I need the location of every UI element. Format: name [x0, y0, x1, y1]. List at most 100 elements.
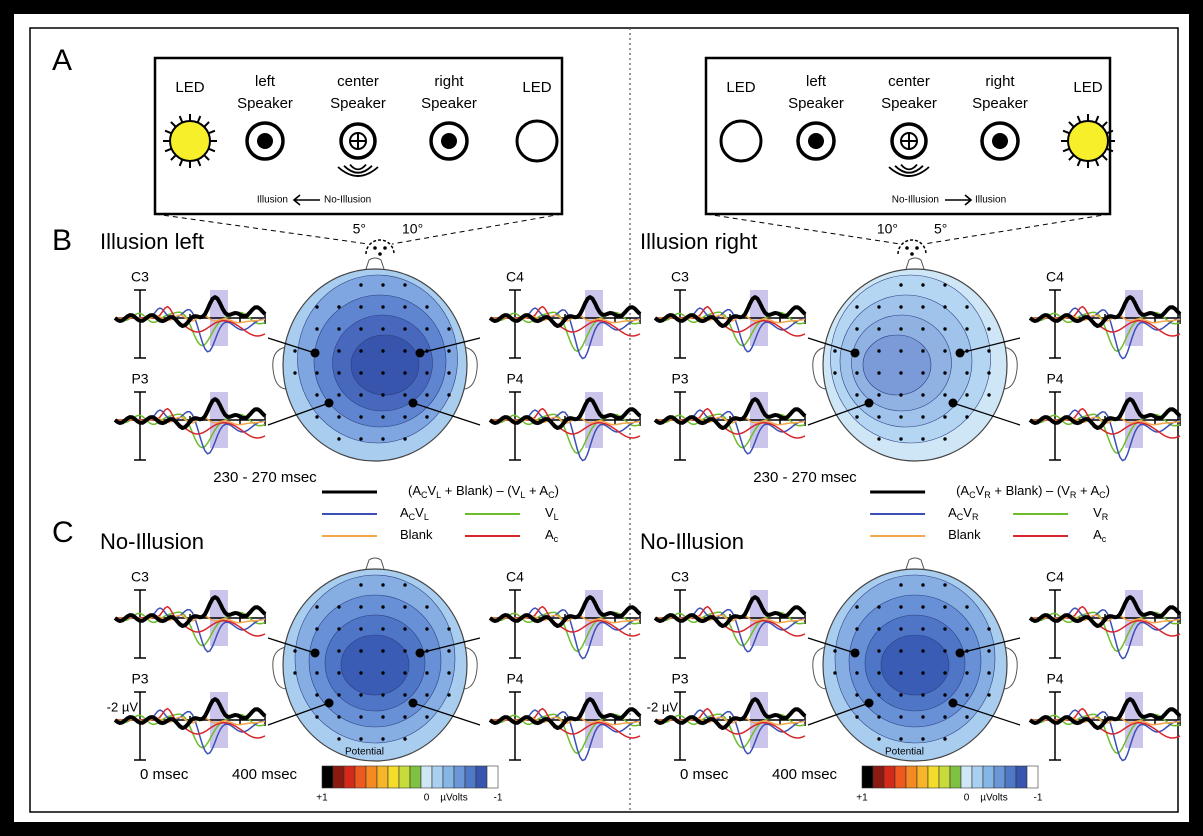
legend-text: (ACVL + Blank) – (VL + AC): [408, 483, 559, 500]
panel-label: B: [52, 224, 72, 257]
colorbar-cell: [322, 766, 333, 788]
legend-text-part: L: [424, 512, 429, 522]
electrode: [403, 649, 406, 652]
electrode: [899, 327, 902, 330]
electrode: [965, 715, 968, 718]
electrode-label: P4: [1046, 371, 1063, 387]
electrode: [921, 393, 924, 396]
electrode: [921, 305, 924, 308]
electrode: [293, 671, 296, 674]
electrode: [899, 627, 902, 630]
electrode: [855, 327, 858, 330]
item-label: Speaker: [330, 95, 386, 112]
item-label: LED: [175, 79, 204, 96]
electrode-label: C3: [671, 269, 689, 285]
electrode: [943, 649, 946, 652]
electrode: [987, 349, 990, 352]
electrode: [921, 349, 924, 352]
electrode-label: C3: [131, 269, 149, 285]
head-dot: [910, 252, 914, 256]
colorbar-cell: [961, 766, 972, 788]
electrode: [877, 437, 880, 440]
colorbar-cell: [994, 766, 1005, 788]
electrode: [359, 393, 362, 396]
electrode: [965, 305, 968, 308]
legend-text: Blank: [948, 527, 981, 542]
electrode: [447, 671, 450, 674]
head-dot: [383, 246, 387, 250]
electrode: [403, 349, 406, 352]
led-off: [721, 121, 761, 161]
electrode: [965, 371, 968, 374]
electrode: [943, 371, 946, 374]
electrode: [337, 305, 340, 308]
electrode: [403, 437, 406, 440]
electrode: [855, 605, 858, 608]
led-lit: [1068, 121, 1108, 161]
electrode: [381, 627, 384, 630]
electrode: [943, 605, 946, 608]
time-label: 0 msec: [140, 766, 189, 783]
electrode: [425, 393, 428, 396]
electrode: [425, 605, 428, 608]
electrode: [359, 693, 362, 696]
electrode: [943, 671, 946, 674]
colorbar-cell: [344, 766, 355, 788]
electrode: [403, 327, 406, 330]
colorbar-cell: [983, 766, 994, 788]
electrode: [403, 737, 406, 740]
condition-title: Illusion right: [640, 229, 757, 254]
speaker-core: [257, 133, 273, 149]
legend-text-part: + A: [1076, 483, 1099, 498]
colorbar-title: Potential: [345, 747, 384, 758]
electrode: [425, 415, 428, 418]
electrode: [447, 349, 450, 352]
electrode: [315, 693, 318, 696]
electrode: [855, 393, 858, 396]
electrode: [337, 671, 340, 674]
electrode: [403, 671, 406, 674]
electrode: [899, 371, 902, 374]
electrode: [899, 349, 902, 352]
electrode: [293, 649, 296, 652]
electrode: [965, 327, 968, 330]
electrode: [899, 737, 902, 740]
electrode: [943, 415, 946, 418]
electrode: [855, 671, 858, 674]
item-label: Speaker: [421, 95, 477, 112]
electrode: [921, 715, 924, 718]
item-label: right: [985, 73, 1015, 90]
colorbar-cell: [884, 766, 895, 788]
electrode: [447, 371, 450, 374]
colorbar-cell: [917, 766, 928, 788]
legend-text-part: R: [972, 512, 979, 522]
colorbar-label: 0: [964, 793, 970, 804]
colorbar-cell: [432, 766, 443, 788]
electrode: [403, 305, 406, 308]
contour: [863, 335, 931, 395]
electrode: [943, 283, 946, 286]
item-label: Speaker: [881, 95, 937, 112]
speaker-core: [808, 133, 824, 149]
electrode-label: P3: [131, 671, 148, 687]
electrode: [403, 583, 406, 586]
electrode: [877, 327, 880, 330]
arrow-label: Illusion: [975, 195, 1006, 206]
electrode: [447, 693, 450, 696]
electrode: [921, 371, 924, 374]
electrode: [921, 327, 924, 330]
led-lit: [170, 121, 210, 161]
item-label: Speaker: [972, 95, 1028, 112]
electrode: [899, 305, 902, 308]
electrode: [425, 715, 428, 718]
electrode: [381, 715, 384, 718]
item-label: right: [434, 73, 464, 90]
arrow-label: No-Illusion: [324, 195, 371, 206]
electrode-label: C4: [506, 569, 524, 585]
colorbar-label: -1: [494, 793, 503, 804]
item-label: left: [255, 73, 276, 90]
electrode-label: P4: [506, 671, 523, 687]
condition-title: No-Illusion: [640, 529, 744, 554]
item-label: left: [806, 73, 827, 90]
electrode: [943, 393, 946, 396]
